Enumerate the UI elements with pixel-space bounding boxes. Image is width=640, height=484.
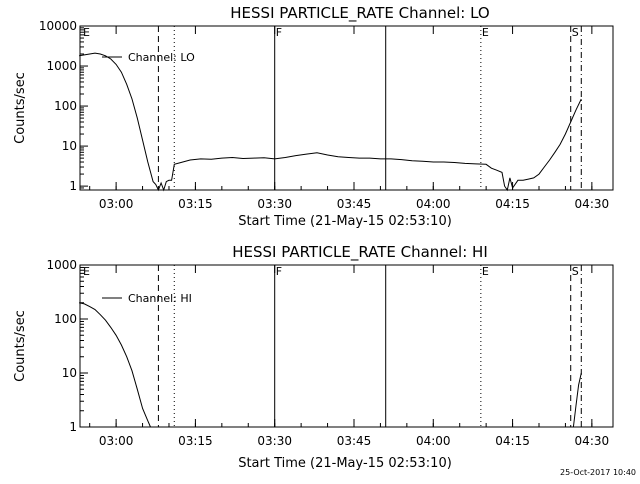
chart-title: HESSI PARTICLE_RATE Channel: LO — [230, 4, 489, 23]
x-tick-label: 04:15 — [495, 197, 530, 211]
x-tick-label: 04:30 — [575, 197, 610, 211]
x-tick-label: 04:30 — [575, 434, 610, 448]
x-tick-label: 03:45 — [337, 434, 372, 448]
y-tick-label: 1000 — [46, 59, 77, 73]
x-axis-label: Start Time (21-May-15 02:53:10) — [238, 456, 452, 471]
plot-frame — [79, 264, 614, 428]
y-axis-label: Counts/sec — [13, 72, 28, 144]
y-tick-label: 1 — [69, 179, 77, 193]
series-lines — [78, 302, 582, 428]
x-axis-ticks: 03:00 03:15 03:30 03:45 04:00 04:15 04:30 — [89, 265, 610, 448]
y-tick-label: 10 — [62, 366, 77, 380]
series-line — [79, 52, 582, 192]
marker-label: E — [482, 26, 489, 39]
y-axis-ticks: 1 10 100 1000 — [46, 258, 88, 434]
y-tick-label: 1000 — [46, 258, 77, 272]
y-axis-label: Counts/sec — [13, 310, 28, 382]
x-tick-label: 04:00 — [416, 434, 451, 448]
chart-panel-hi: HESSI PARTICLE_RATE Channel: HI E F E S 1 10… — [13, 243, 614, 471]
marker-label: F — [276, 26, 282, 39]
series-lines — [79, 52, 582, 192]
marker-label: S — [572, 26, 579, 39]
series-line — [78, 302, 151, 428]
marker-label: F — [276, 265, 282, 278]
marker-label: E — [83, 26, 90, 39]
x-tick-label: 03:15 — [178, 197, 213, 211]
y-tick-label: 100 — [54, 99, 77, 113]
x-tick-label: 04:00 — [416, 197, 451, 211]
y-tick-label: 1 — [69, 420, 77, 434]
marker-label: E — [482, 265, 489, 278]
x-tick-label: 03:45 — [337, 197, 372, 211]
x-tick-label: 03:30 — [257, 434, 292, 448]
x-tick-label: 03:15 — [178, 434, 213, 448]
chart-panel-lo: HESSI PARTICLE_RATE Channel: LO E F E S 1 10… — [13, 4, 614, 229]
x-axis-label: Start Time (21-May-15 02:53:10) — [238, 214, 452, 229]
x-tick-label: 03:00 — [99, 197, 134, 211]
series-line — [572, 372, 582, 428]
y-axis-ticks: 1 10 100 1000 10000 — [39, 19, 88, 193]
timestamp-stamp: 25-Oct-2017 10:40 — [560, 468, 636, 477]
x-axis-ticks: 03:00 03:15 03:30 03:45 04:00 04:15 04:30 — [89, 26, 610, 211]
legend-label: Channel: LO — [128, 51, 195, 64]
marker-label: S — [572, 265, 579, 278]
y-tick-label: 10000 — [39, 19, 77, 33]
x-tick-label: 04:15 — [495, 434, 530, 448]
marker-label: E — [83, 265, 90, 278]
legend-label: Channel: HI — [128, 292, 192, 305]
x-tick-label: 03:30 — [257, 197, 292, 211]
y-tick-label: 100 — [54, 312, 77, 326]
chart-title: HESSI PARTICLE_RATE Channel: HI — [232, 243, 488, 262]
y-tick-label: 10 — [62, 139, 77, 153]
x-tick-label: 03:00 — [99, 434, 134, 448]
